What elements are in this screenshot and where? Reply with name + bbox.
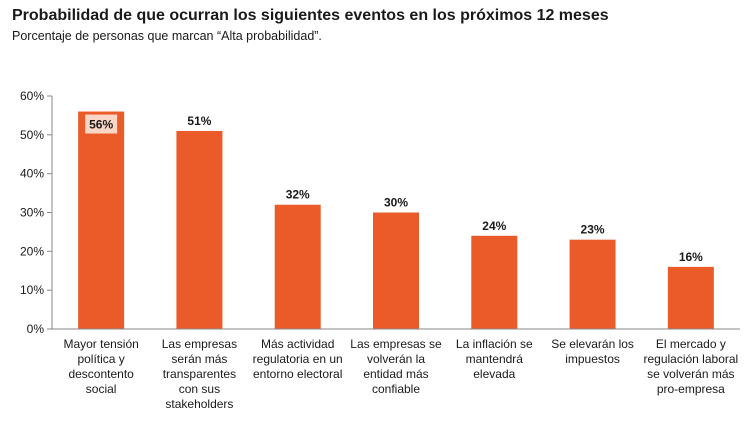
bar <box>176 130 223 329</box>
y-tick-label: 10% <box>20 283 44 297</box>
y-tick-label: 0% <box>27 322 45 336</box>
chart-subtitle: Porcentaje de personas que marcan “Alta … <box>12 29 322 43</box>
bar <box>569 239 616 329</box>
chart-title: Probabilidad de que ocurran los siguient… <box>12 7 609 24</box>
y-tick-label: 50% <box>20 128 44 142</box>
x-tick-label: Mayor tensión política y descontento soc… <box>63 337 139 396</box>
data-label-highlight <box>85 114 118 134</box>
data-label: 51% <box>187 114 211 128</box>
x-tick-label: Más actividad regulatoria en un entorno … <box>252 337 343 381</box>
x-tick-label: Las empresas serán más transparentes con… <box>161 337 238 411</box>
data-label: 16% <box>679 250 703 264</box>
x-tick-label: Se elevarán los impuestos <box>551 337 634 366</box>
data-label: 24% <box>482 219 506 233</box>
bar <box>373 212 419 329</box>
data-label: 56% <box>89 118 113 132</box>
bar <box>78 111 125 330</box>
data-label: 30% <box>384 196 408 210</box>
y-tick-label: 60% <box>20 89 44 103</box>
x-tick-label: Las empresas se volverán la entidad más … <box>350 337 442 396</box>
data-label: 32% <box>286 188 310 202</box>
x-tick-label: La inflación se mantendrá elevada <box>455 337 533 381</box>
y-tick-label: 40% <box>20 167 44 181</box>
data-label: 23% <box>581 223 605 237</box>
bar <box>667 266 714 329</box>
bar <box>471 235 518 329</box>
y-tick-label: 30% <box>20 206 44 220</box>
bar <box>274 204 321 329</box>
x-tick-label: El mercado y regulación laboral se volve… <box>643 337 739 396</box>
y-tick-label: 20% <box>20 244 44 258</box>
